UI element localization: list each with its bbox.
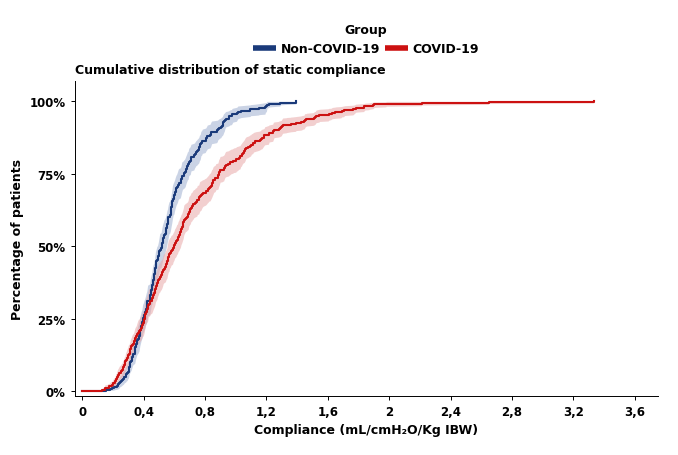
Legend: Non-COVID-19, COVID-19: Non-COVID-19, COVID-19 <box>248 19 484 61</box>
X-axis label: Compliance (mL/cmH₂O/Kg IBW): Compliance (mL/cmH₂O/Kg IBW) <box>254 423 478 436</box>
Y-axis label: Percentage of patients: Percentage of patients <box>11 158 24 319</box>
Text: Cumulative distribution of static compliance: Cumulative distribution of static compli… <box>75 64 385 76</box>
